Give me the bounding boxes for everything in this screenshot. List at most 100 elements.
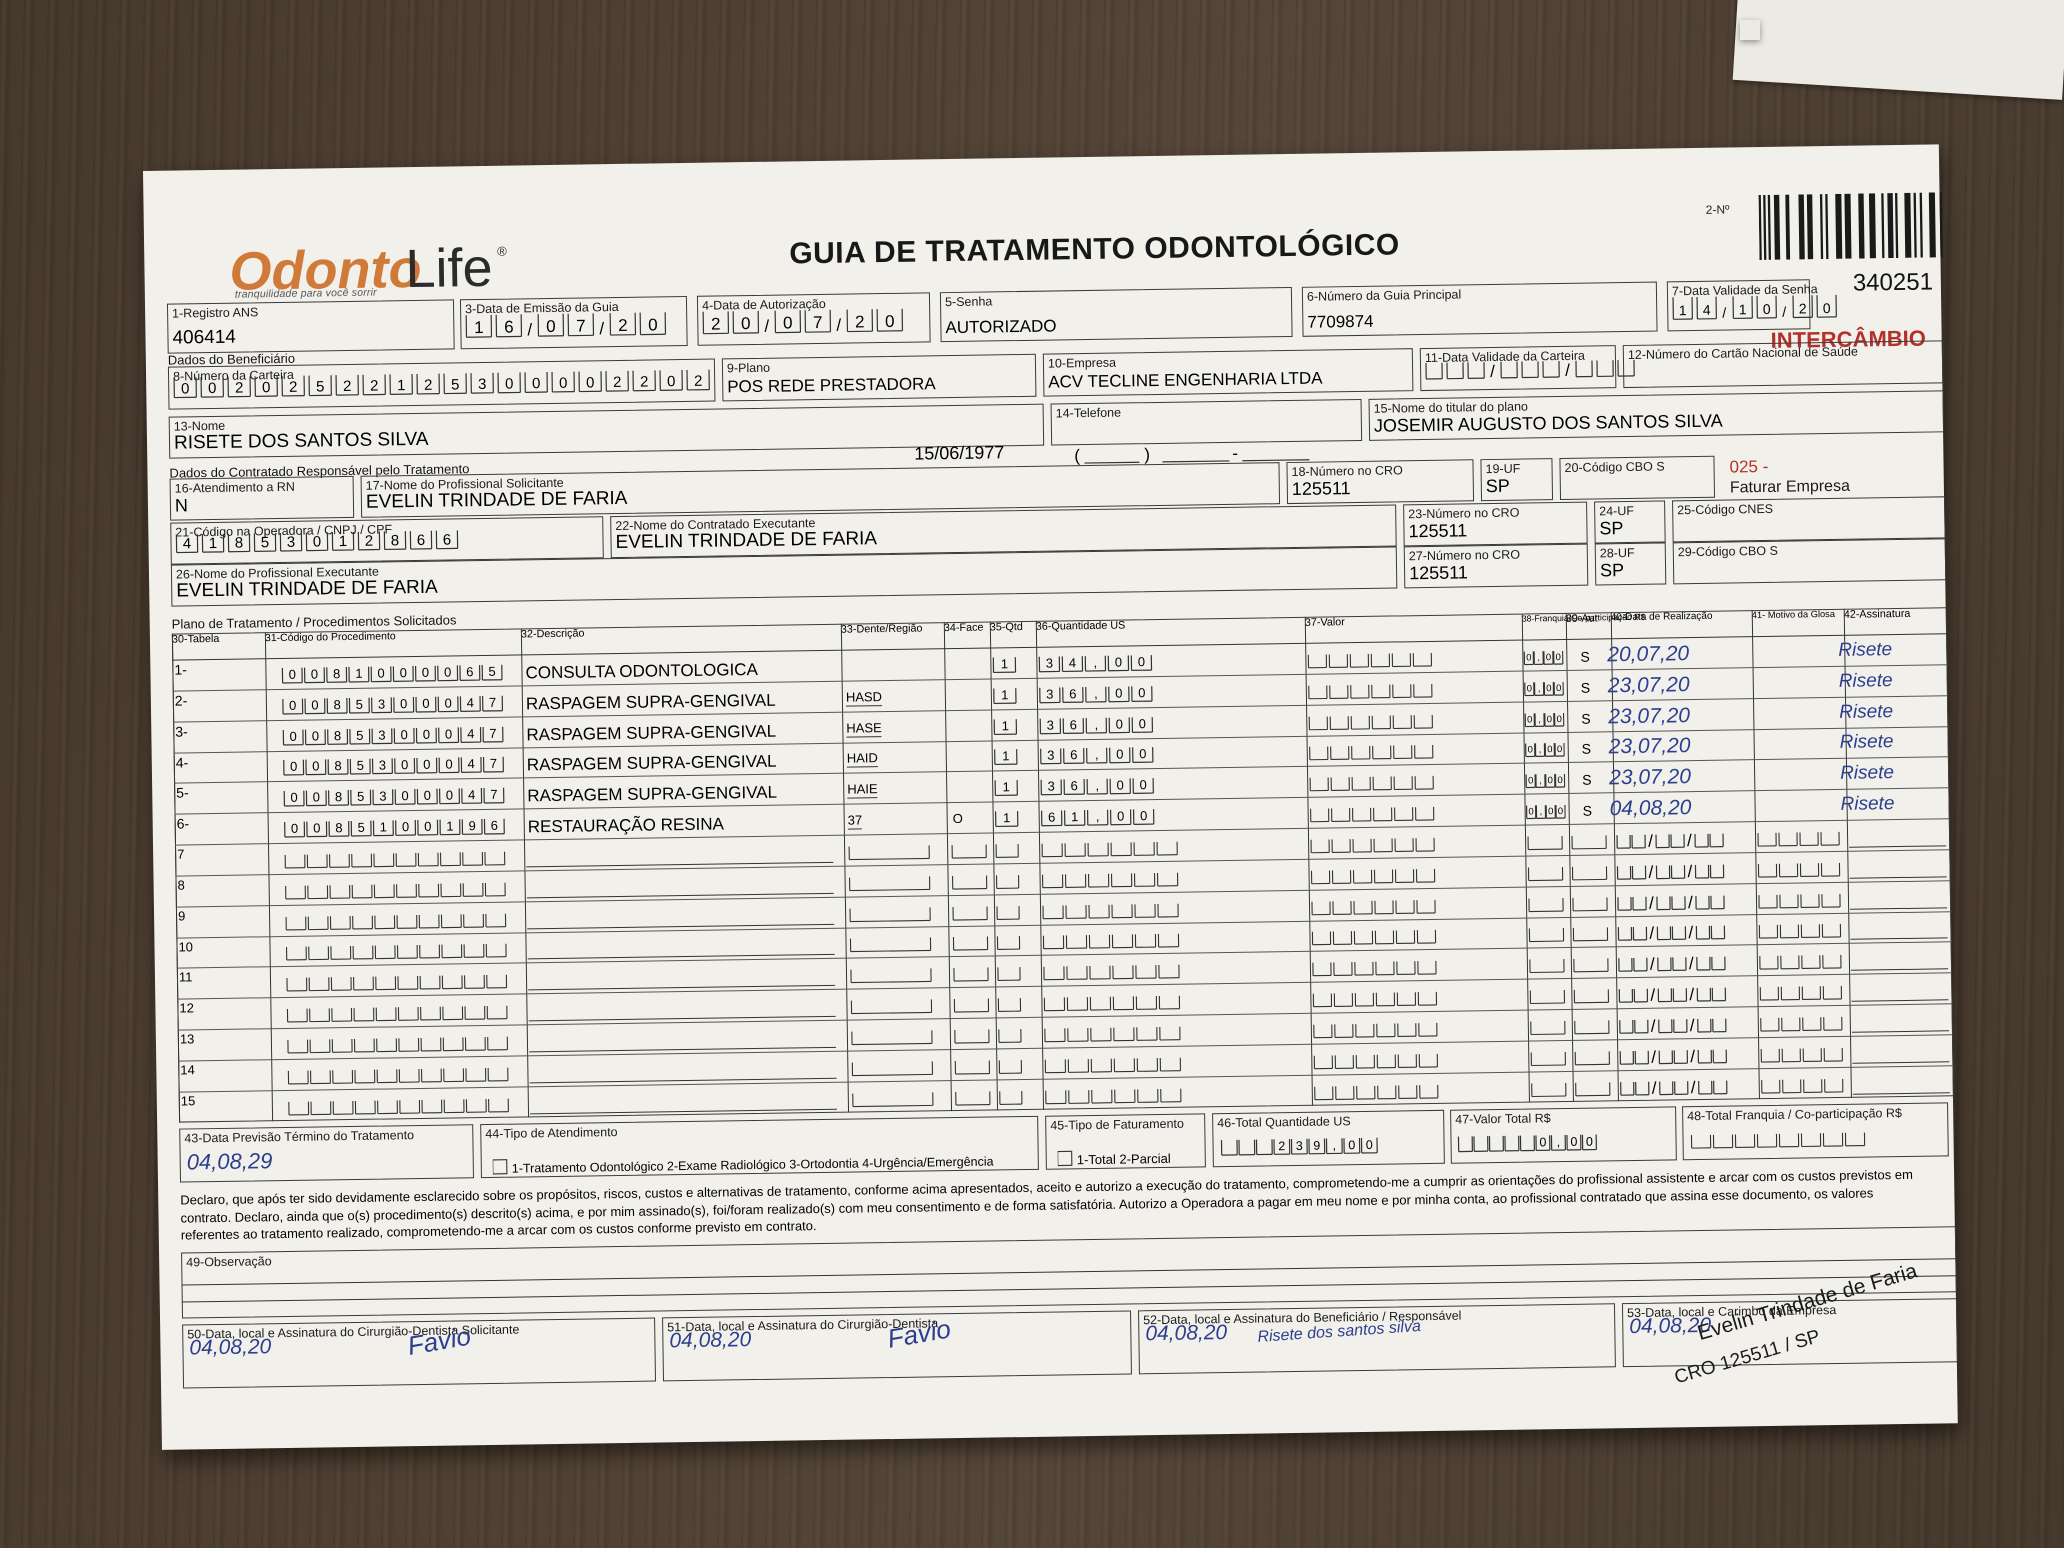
svg-text:4: 4 — [183, 535, 192, 552]
svg-text:0: 0 — [1116, 716, 1123, 731]
svg-text:8: 8 — [333, 697, 340, 712]
svg-text:,: , — [1332, 1138, 1336, 1152]
svg-text:/: / — [599, 319, 604, 338]
svg-text:0: 0 — [377, 665, 384, 680]
svg-text:,: , — [1095, 778, 1099, 793]
svg-text:1: 1 — [1001, 687, 1008, 702]
svg-text:0: 0 — [289, 728, 296, 743]
svg-text:1: 1 — [1003, 779, 1010, 794]
svg-text:/: / — [1782, 304, 1786, 320]
svg-text:,: , — [1093, 655, 1097, 670]
svg-text:/: / — [1490, 362, 1495, 381]
svg-text:8: 8 — [333, 666, 340, 681]
svg-text:0: 0 — [311, 666, 318, 681]
svg-text:3: 3 — [478, 376, 487, 393]
svg-text:5: 5 — [356, 696, 363, 711]
svg-text:3: 3 — [378, 696, 385, 711]
svg-text:1: 1 — [355, 666, 362, 681]
svg-text:2: 2 — [694, 373, 703, 390]
svg-text:1: 1 — [1679, 302, 1687, 318]
svg-text:3: 3 — [1046, 686, 1053, 701]
svg-text:0: 0 — [313, 790, 320, 805]
svg-text:3: 3 — [1047, 779, 1054, 794]
svg-text:7: 7 — [576, 316, 586, 335]
svg-text:6: 6 — [1069, 686, 1076, 701]
svg-text:3: 3 — [379, 758, 386, 773]
svg-text:0: 0 — [402, 819, 409, 834]
svg-text:6: 6 — [504, 318, 514, 337]
svg-text:5: 5 — [261, 534, 270, 551]
svg-text:Life: Life — [405, 238, 493, 299]
svg-text:0: 0 — [885, 312, 895, 331]
svg-text:1: 1 — [1739, 301, 1747, 317]
svg-text:/: / — [764, 317, 769, 336]
svg-text:4: 4 — [468, 787, 475, 802]
svg-text:/: / — [1652, 1078, 1657, 1097]
svg-text:0: 0 — [313, 820, 320, 835]
svg-text:0: 0 — [1555, 652, 1560, 663]
svg-text:7: 7 — [489, 725, 496, 740]
svg-text:0: 0 — [1570, 1135, 1577, 1149]
svg-text:0: 0 — [1557, 806, 1562, 817]
svg-text:/: / — [1691, 1078, 1696, 1097]
svg-text:/: / — [1687, 831, 1692, 850]
svg-text:0: 0 — [1139, 716, 1146, 731]
svg-text:0: 0 — [423, 726, 430, 741]
svg-text:6: 6 — [1070, 778, 1077, 793]
svg-text:0: 0 — [1557, 775, 1562, 786]
svg-text:/: / — [836, 316, 841, 335]
svg-text:0: 0 — [648, 315, 658, 334]
svg-text:1-Total 2-Parcial: 1-Total 2-Parcial — [1077, 1151, 1171, 1167]
svg-text:5: 5 — [488, 664, 495, 679]
svg-text:0: 0 — [1526, 683, 1531, 694]
svg-text:0: 0 — [313, 533, 322, 550]
svg-text:3: 3 — [1047, 717, 1054, 732]
svg-text:0: 0 — [1555, 683, 1560, 694]
svg-text:,: , — [1094, 686, 1098, 701]
svg-text:0: 0 — [505, 376, 514, 393]
svg-text:0: 0 — [446, 788, 453, 803]
svg-text:0: 0 — [1526, 652, 1531, 663]
svg-text:/: / — [1651, 1017, 1656, 1036]
svg-text:0: 0 — [208, 380, 217, 397]
svg-text:1: 1 — [474, 318, 484, 337]
svg-text:/: / — [1722, 305, 1726, 321]
svg-text:0: 0 — [1138, 685, 1145, 700]
svg-text:/: / — [1649, 893, 1654, 912]
svg-text:6: 6 — [491, 818, 498, 833]
svg-text:4: 4 — [467, 726, 474, 741]
svg-text:0: 0 — [422, 695, 429, 710]
svg-text:0: 0 — [445, 726, 452, 741]
svg-text:6: 6 — [466, 664, 473, 679]
svg-text:0: 0 — [1348, 1138, 1355, 1152]
svg-text:0: 0 — [1527, 776, 1532, 787]
svg-text:0: 0 — [424, 819, 431, 834]
svg-text:,: , — [1538, 745, 1541, 756]
svg-text:0: 0 — [1546, 714, 1551, 725]
svg-text:/: / — [1690, 1047, 1695, 1066]
svg-text:0: 0 — [312, 759, 319, 774]
svg-text:1: 1 — [397, 377, 406, 394]
svg-text:0: 0 — [1546, 683, 1551, 694]
svg-text:8: 8 — [391, 532, 400, 549]
svg-text:0: 0 — [546, 317, 556, 336]
svg-text:0: 0 — [423, 757, 430, 772]
svg-text:3: 3 — [287, 534, 296, 551]
svg-text:0: 0 — [532, 375, 541, 392]
svg-text:0: 0 — [1763, 301, 1771, 317]
svg-text:2: 2 — [613, 374, 622, 391]
svg-text:,: , — [1539, 806, 1542, 817]
svg-text:0: 0 — [1117, 809, 1124, 824]
svg-text:3: 3 — [1296, 1139, 1303, 1153]
svg-text:/: / — [1651, 1047, 1656, 1066]
svg-text:0: 0 — [1366, 1138, 1373, 1152]
svg-text:2: 2 — [365, 533, 374, 550]
svg-text:6: 6 — [417, 532, 426, 549]
svg-text:,: , — [1095, 747, 1099, 762]
svg-text:/: / — [1687, 862, 1692, 881]
svg-text:0: 0 — [1539, 1135, 1546, 1149]
svg-text:4: 4 — [468, 757, 475, 772]
svg-text:0: 0 — [1823, 300, 1831, 316]
svg-text:/: / — [1690, 1016, 1695, 1035]
svg-text:0: 0 — [1140, 808, 1147, 823]
